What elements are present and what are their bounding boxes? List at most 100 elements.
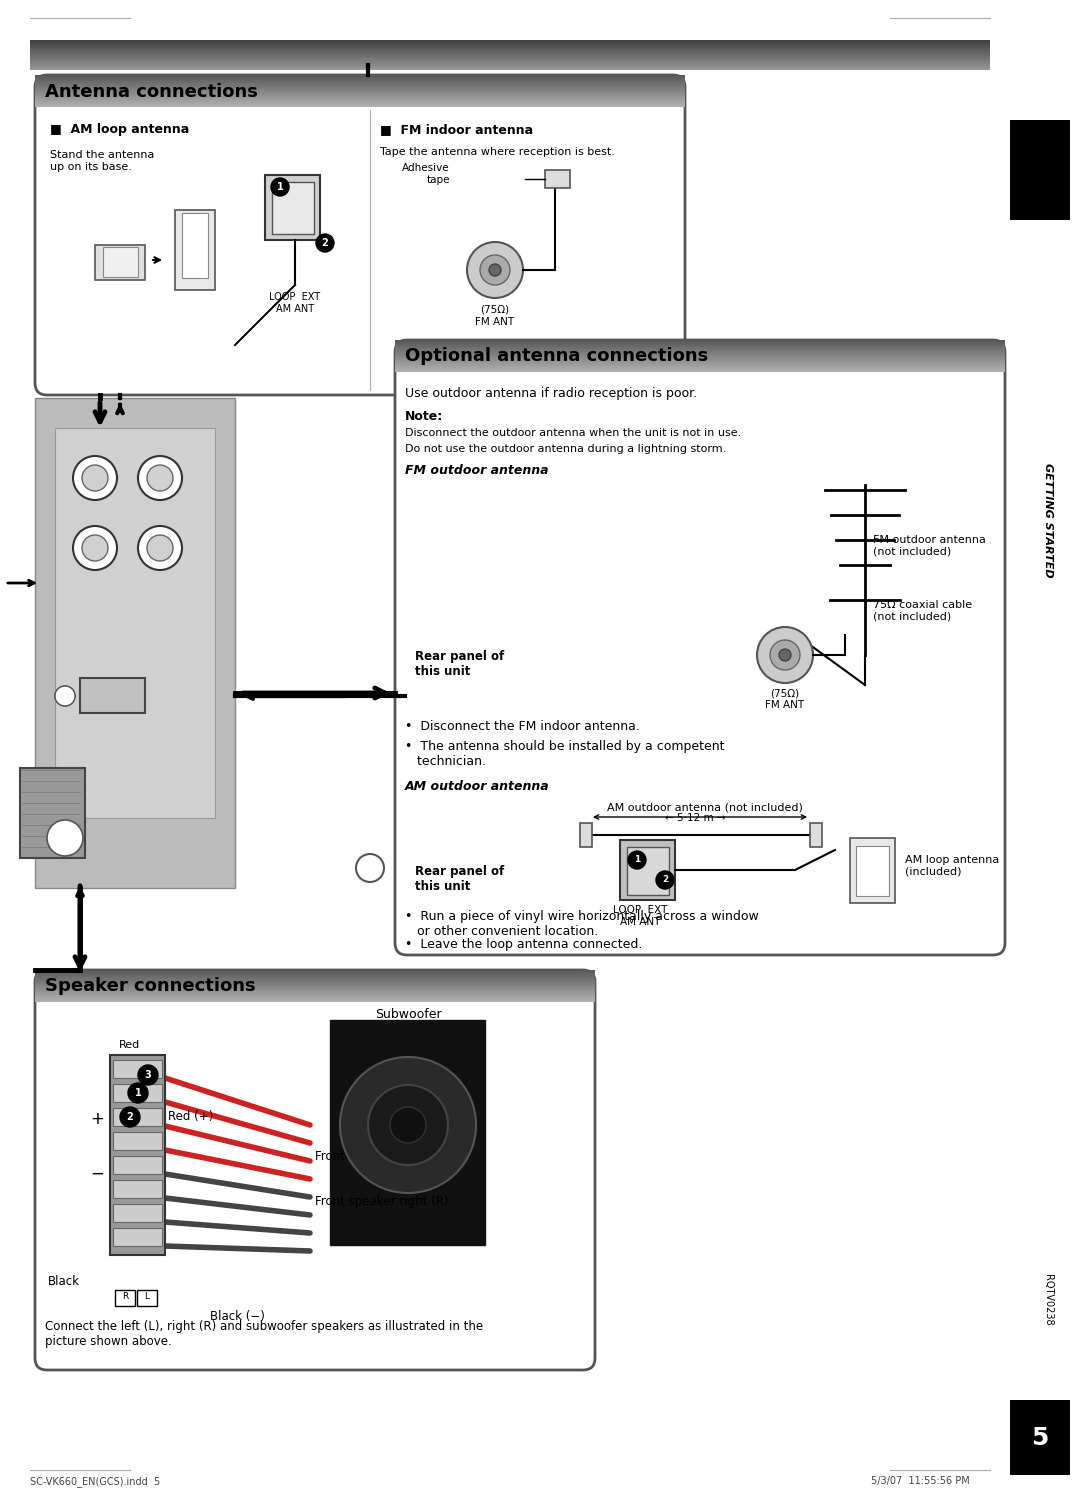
Bar <box>113 1205 162 1223</box>
Bar <box>113 1108 162 1126</box>
Circle shape <box>147 535 173 561</box>
Circle shape <box>356 854 384 883</box>
Bar <box>113 1060 162 1078</box>
Bar <box>114 1290 135 1306</box>
Text: LOOP  EXT
AM ANT: LOOP EXT AM ANT <box>612 905 667 926</box>
Text: Connect the left (L), right (R) and subwoofer speakers as illustrated in the
pic: Connect the left (L), right (R) and subw… <box>45 1320 483 1348</box>
Text: RQTV0238: RQTV0238 <box>1043 1275 1053 1325</box>
Text: Front speaker right (R): Front speaker right (R) <box>315 1194 448 1208</box>
Bar <box>175 210 215 291</box>
Bar <box>21 768 85 857</box>
Text: •  The antenna should be installed by a competent
   technician.: • The antenna should be installed by a c… <box>405 740 725 768</box>
Bar <box>35 398 235 889</box>
Circle shape <box>82 465 108 491</box>
Text: GETTING STARTED: GETTING STARTED <box>1043 462 1053 577</box>
FancyBboxPatch shape <box>35 971 595 1370</box>
Circle shape <box>73 456 117 499</box>
Circle shape <box>656 871 674 889</box>
Text: ■  FM indoor antenna: ■ FM indoor antenna <box>380 122 534 136</box>
Text: 2: 2 <box>322 239 328 248</box>
Text: FM outdoor antenna
(not included): FM outdoor antenna (not included) <box>873 535 986 556</box>
Circle shape <box>757 628 813 683</box>
Text: ← 5·12 m →: ← 5·12 m → <box>664 813 726 823</box>
Text: Use outdoor antenna if radio reception is poor.: Use outdoor antenna if radio reception i… <box>405 388 697 400</box>
Text: Red (+): Red (+) <box>168 1109 213 1123</box>
Circle shape <box>138 456 183 499</box>
Text: •  Run a piece of vinyl wire horizontally across a window
   or other convenient: • Run a piece of vinyl wire horizontally… <box>405 910 759 938</box>
Bar <box>265 174 320 240</box>
Circle shape <box>627 851 646 869</box>
Circle shape <box>138 1065 158 1085</box>
Circle shape <box>55 686 75 707</box>
Bar <box>183 213 208 277</box>
Text: L: L <box>145 1293 149 1302</box>
Text: AM loop antenna
(included): AM loop antenna (included) <box>905 854 999 877</box>
Bar <box>80 678 145 713</box>
Bar <box>113 1179 162 1197</box>
Bar <box>850 838 895 904</box>
Circle shape <box>73 526 117 570</box>
Circle shape <box>48 820 83 856</box>
Text: AM outdoor antenna: AM outdoor antenna <box>405 780 550 793</box>
Bar <box>113 1132 162 1150</box>
Bar <box>95 245 145 280</box>
Bar <box>55 428 215 819</box>
Bar <box>1010 1400 1070 1475</box>
Circle shape <box>368 1085 448 1164</box>
Text: Black: Black <box>48 1275 80 1288</box>
Circle shape <box>120 1106 140 1127</box>
Text: Black (−): Black (−) <box>210 1311 265 1323</box>
Bar <box>545 170 570 188</box>
Text: •  Leave the loop antenna connected.: • Leave the loop antenna connected. <box>405 938 643 951</box>
Text: •  Disconnect the FM indoor antenna.: • Disconnect the FM indoor antenna. <box>405 720 639 734</box>
Bar <box>113 1229 162 1246</box>
Text: 5/3/07  11:55:56 PM: 5/3/07 11:55:56 PM <box>872 1476 970 1487</box>
Text: +: + <box>90 1109 104 1129</box>
Circle shape <box>271 177 289 195</box>
Text: Front speaker left (L): Front speaker left (L) <box>315 1150 438 1163</box>
Text: Speaker connections: Speaker connections <box>45 977 256 994</box>
Text: 5: 5 <box>1031 1425 1049 1451</box>
Bar <box>272 182 314 234</box>
Bar <box>810 823 822 847</box>
Bar <box>110 1056 165 1255</box>
Circle shape <box>489 264 501 276</box>
Bar <box>103 248 138 277</box>
Text: 2: 2 <box>662 875 669 884</box>
Circle shape <box>340 1057 476 1193</box>
Bar <box>113 1084 162 1102</box>
Text: Antenna connections: Antenna connections <box>45 83 258 101</box>
Bar <box>627 847 669 895</box>
Circle shape <box>138 526 183 570</box>
Text: AM outdoor antenna (not included): AM outdoor antenna (not included) <box>607 802 802 813</box>
Bar <box>620 839 675 901</box>
Circle shape <box>316 234 334 252</box>
Circle shape <box>147 465 173 491</box>
Circle shape <box>82 535 108 561</box>
Text: Adhesive
tape: Adhesive tape <box>403 163 450 185</box>
FancyBboxPatch shape <box>35 75 685 395</box>
Text: 1: 1 <box>135 1088 141 1097</box>
Circle shape <box>129 1082 148 1103</box>
FancyBboxPatch shape <box>395 340 1005 956</box>
Circle shape <box>480 255 510 285</box>
Circle shape <box>390 1106 426 1144</box>
Bar <box>580 823 592 847</box>
Text: Optional antenna connections: Optional antenna connections <box>405 347 708 365</box>
Text: Stand the antenna
up on its base.: Stand the antenna up on its base. <box>50 151 154 171</box>
Text: Tape the antenna where reception is best.: Tape the antenna where reception is best… <box>380 148 615 157</box>
Text: FM outdoor antenna: FM outdoor antenna <box>405 464 549 477</box>
Text: (75Ω)
FM ANT: (75Ω) FM ANT <box>766 687 805 710</box>
Text: LOOP  EXT
AM ANT: LOOP EXT AM ANT <box>269 292 321 313</box>
Text: Red: Red <box>120 1041 140 1050</box>
Bar <box>330 1020 485 1245</box>
Text: R: R <box>122 1293 129 1302</box>
Text: Rear panel of
this unit: Rear panel of this unit <box>415 865 504 893</box>
Text: 2: 2 <box>126 1112 133 1123</box>
Bar <box>113 1156 162 1173</box>
Text: Subwoofer: Subwoofer <box>375 1008 442 1021</box>
Bar <box>1010 119 1070 221</box>
Text: Do not use the outdoor antenna during a lightning storm.: Do not use the outdoor antenna during a … <box>405 444 726 453</box>
Text: Note:: Note: <box>405 410 443 423</box>
Text: −: − <box>90 1164 104 1182</box>
